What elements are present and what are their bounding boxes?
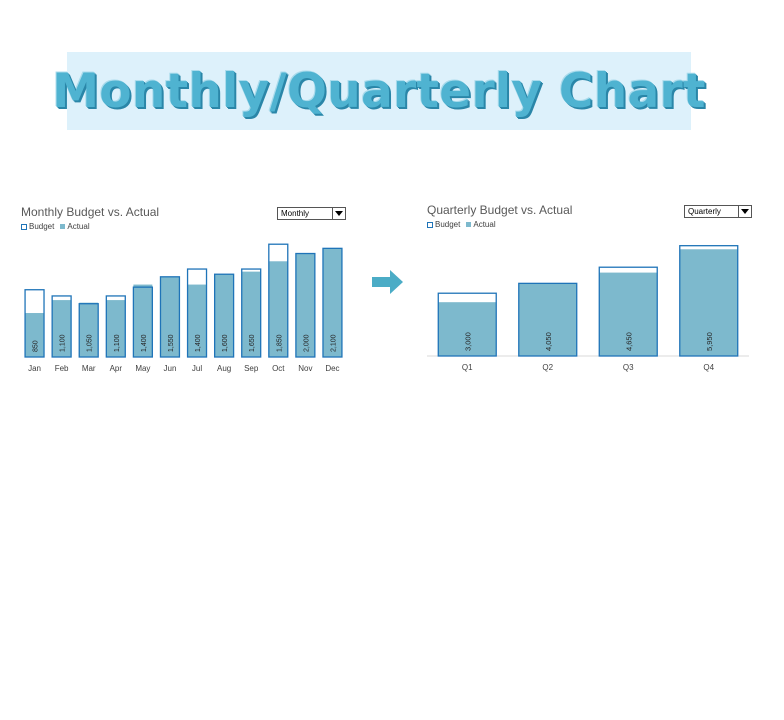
budget-bar-sep xyxy=(241,268,262,358)
budget-bar-may xyxy=(132,286,154,358)
actual-bar-sep xyxy=(241,271,261,357)
budget-bar-q2 xyxy=(518,282,578,357)
x-tick-label: May xyxy=(135,364,150,373)
data-label: 1,850 xyxy=(276,334,283,352)
legend-budget-swatch xyxy=(427,221,433,228)
x-tick-label: Jan xyxy=(28,364,41,373)
x-tick-label: Jul xyxy=(192,364,202,373)
quarterly-period-dropdown[interactable]: Quarterly xyxy=(684,205,752,218)
actual-bar-oct xyxy=(268,261,288,357)
monthly-legend: Budget Actual xyxy=(21,222,96,231)
actual-bar-nov xyxy=(295,253,315,357)
quarterly-legend: Budget Actual xyxy=(427,220,502,229)
budget-bar-q4 xyxy=(679,245,739,357)
x-tick-label: Feb xyxy=(55,364,69,373)
dropdown-button[interactable] xyxy=(332,208,345,219)
x-tick-label: Aug xyxy=(217,364,231,373)
actual-bar-dec xyxy=(322,248,342,357)
data-label: 4,650 xyxy=(624,332,633,351)
data-label: 1,100 xyxy=(114,334,121,352)
actual-bar-q3 xyxy=(599,272,658,356)
legend-budget-swatch xyxy=(21,223,27,230)
legend-actual-swatch xyxy=(466,222,472,227)
data-label: 1,600 xyxy=(222,334,229,352)
actual-bar-aug xyxy=(214,274,234,357)
x-tick-label: Jun xyxy=(164,364,177,373)
actual-bar-jun xyxy=(160,276,180,357)
right-arrow-icon xyxy=(372,270,403,294)
dropdown-selected-value: Monthly xyxy=(281,209,310,218)
budget-bar-q1 xyxy=(437,292,497,357)
data-label: 5,950 xyxy=(705,332,714,351)
budget-bar-mar xyxy=(78,303,99,358)
quarterly-chart: Quarterly Budget vs. Actual Budget Actua… xyxy=(427,203,757,378)
budget-bar-dec xyxy=(322,247,343,358)
dropdown-selected-value: Quarterly xyxy=(688,207,721,216)
monthly-bar-chart: 850 Jan 1,100 Feb 1,050 Mar 1,100 Apr 1,400 May 1,… xyxy=(24,243,343,373)
budget-bar-apr xyxy=(105,295,126,358)
budget-bar-aug xyxy=(213,273,235,358)
budget-bar-jun xyxy=(159,276,181,358)
legend-actual-label: Actual xyxy=(67,222,90,231)
x-tick-label: Apr xyxy=(110,364,123,373)
budget-bar-jan xyxy=(24,289,45,358)
data-label: 1,100 xyxy=(60,334,67,352)
data-label: 2,000 xyxy=(303,334,310,352)
budget-bar-q3 xyxy=(598,266,658,357)
x-tick-label: Q2 xyxy=(542,363,553,372)
x-tick-label: Mar xyxy=(82,364,96,373)
legend-budget-label: Budget xyxy=(29,222,55,231)
data-label: 1,550 xyxy=(168,334,175,352)
data-label: 3,000 xyxy=(463,332,472,351)
dropdown-button[interactable] xyxy=(738,206,751,217)
data-label: 1,050 xyxy=(87,334,94,352)
actual-bar-jul xyxy=(187,284,207,357)
legend-actual-swatch xyxy=(60,224,66,229)
x-tick-label: Dec xyxy=(325,364,339,373)
data-label: 1,400 xyxy=(141,334,148,352)
monthly-period-dropdown[interactable]: Monthly xyxy=(277,207,346,220)
x-tick-label: Nov xyxy=(298,364,312,373)
data-label: 850 xyxy=(33,340,40,352)
data-label: 2,100 xyxy=(330,334,337,352)
actual-bar-jan xyxy=(25,313,45,357)
budget-bar-oct xyxy=(268,243,289,358)
actual-bar-feb xyxy=(52,300,72,357)
x-tick-label: Oct xyxy=(272,364,285,373)
data-label: 4,050 xyxy=(544,332,553,351)
legend-actual-label: Actual xyxy=(473,220,496,229)
actual-bar-q1 xyxy=(438,302,497,356)
x-tick-label: Q3 xyxy=(623,363,634,372)
banner-title: Monthly/Quarterly Chart xyxy=(52,63,706,119)
budget-bar-jul xyxy=(186,268,208,358)
data-label: 1,650 xyxy=(249,334,256,352)
budget-bar-nov xyxy=(295,252,316,358)
chevron-down-icon xyxy=(741,209,749,214)
x-tick-label: Q1 xyxy=(462,363,473,372)
monthly-chart-title: Monthly Budget vs. Actual xyxy=(21,205,160,219)
actual-bar-q4 xyxy=(679,249,738,356)
actual-bar-mar xyxy=(79,302,99,357)
monthly-chart: Monthly Budget vs. Actual Budget Actual … xyxy=(21,205,351,380)
legend-budget-label: Budget xyxy=(435,220,461,229)
title-banner: Monthly/Quarterly Chart xyxy=(52,52,705,130)
x-tick-label: Q4 xyxy=(703,363,714,372)
x-tick-label: Sep xyxy=(244,364,259,373)
quarterly-bar-chart: 3,000 Q1 4,050 Q2 4,650 Q3 5,950 Q4 xyxy=(427,245,749,372)
actual-bar-may xyxy=(133,284,153,357)
budget-bar-feb xyxy=(51,295,72,358)
data-label: 1,400 xyxy=(195,334,202,352)
chevron-down-icon xyxy=(335,211,343,216)
actual-bar-apr xyxy=(106,300,126,357)
quarterly-chart-title: Quarterly Budget vs. Actual xyxy=(427,203,573,217)
actual-bar-q2 xyxy=(518,283,577,356)
